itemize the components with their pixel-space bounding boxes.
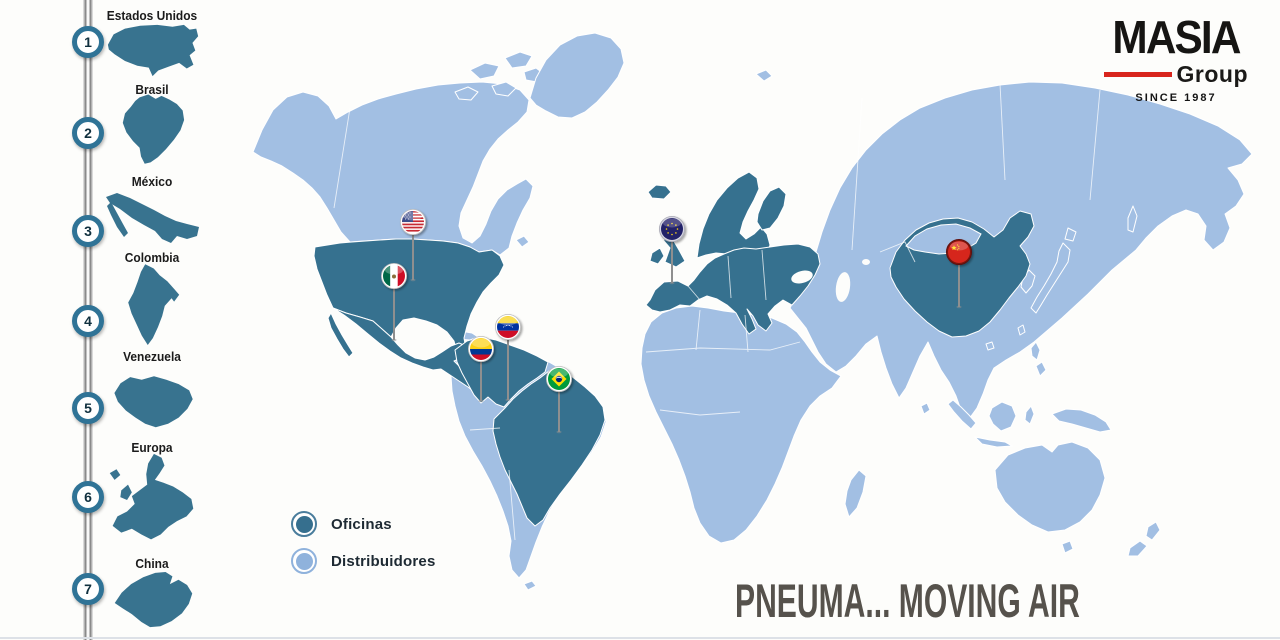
- mini-map-china: [114, 572, 193, 628]
- timeline-stop-3: 3: [72, 215, 104, 247]
- mini-map-colombia: [128, 264, 180, 345]
- flag-brasil-icon: [548, 368, 570, 390]
- timeline-stop-6: 6: [72, 481, 104, 513]
- sidebar-label-venezuela: Venezuela: [123, 349, 181, 364]
- region-europe-mainland: [645, 243, 821, 335]
- mini-map-estados-unidos: [107, 24, 199, 77]
- map-legend: Oficinas Distribuidores: [291, 511, 435, 585]
- pin-estados-unidos[interactable]: [399, 208, 427, 236]
- pin-sticks: [393, 234, 960, 432]
- flag-usa-icon: [402, 211, 424, 233]
- mini-map-europa: [109, 453, 194, 540]
- mini-map-mexico: [106, 193, 199, 243]
- stop-number: 7: [84, 581, 92, 597]
- pin-mexico[interactable]: [380, 262, 408, 290]
- map-pins: [380, 208, 973, 434]
- bottom-divider: [0, 637, 1280, 639]
- sidebar-label-europa: Europa: [131, 440, 173, 455]
- stop-number: 2: [84, 125, 92, 141]
- logo-group-text: Group: [1176, 60, 1248, 87]
- border-lines: [333, 83, 1101, 541]
- continent-africa: [640, 305, 842, 544]
- timeline-stop-7: 7: [72, 573, 104, 605]
- logo-red-line: [1104, 71, 1172, 77]
- flag-europa-icon: [661, 218, 683, 240]
- flag-venezuela-icon: [497, 316, 519, 338]
- sidebar-label-brasil: Brasil: [135, 82, 169, 97]
- masia-group-logo: MASIA Group SINCE 1987: [1104, 11, 1248, 104]
- stop-number: 1: [84, 34, 92, 50]
- logo-brand-text: MASIA: [1112, 11, 1241, 63]
- pin-venezuela[interactable]: [494, 313, 522, 341]
- stop-number: 4: [84, 313, 92, 329]
- country-japan: [1030, 242, 1071, 314]
- country-iceland: [647, 184, 672, 200]
- flag-mexico-icon: [383, 265, 405, 287]
- tagline: PNEUMA... MOVING AIR: [735, 574, 1080, 627]
- sidebar-label-colombia: Colombia: [124, 250, 180, 265]
- oficinas-marker-icon: [291, 511, 317, 537]
- pin-colombia[interactable]: [467, 335, 495, 363]
- country-madagascar: [844, 469, 867, 518]
- stop-number: 5: [84, 400, 92, 416]
- sidebar-label-china: China: [135, 556, 169, 571]
- legend-item-distribuidores: Distribuidores: [291, 548, 435, 574]
- logo-since-text: SINCE 1987: [1135, 91, 1217, 104]
- stop-number: 3: [84, 223, 92, 239]
- stop-number: 6: [84, 489, 92, 505]
- inland-seas: [791, 259, 870, 302]
- legend-label: Distribuidores: [331, 552, 436, 570]
- sidebar-label-estados-unidos: Estados Unidos: [106, 8, 198, 23]
- sidebar-label-mexico: México: [131, 174, 173, 189]
- country-australia: [994, 441, 1106, 533]
- legend-item-oficinas: Oficinas: [291, 511, 435, 537]
- timeline-stop-1: 1: [72, 26, 104, 58]
- flag-china-icon: [948, 241, 970, 263]
- timeline-stop-5: 5: [72, 392, 104, 424]
- mini-map-brasil: [122, 94, 185, 164]
- pin-europa[interactable]: [658, 215, 686, 243]
- timeline-stop-2: 2: [72, 117, 104, 149]
- flag-colombia-icon: [470, 338, 492, 360]
- pin-brasil[interactable]: [545, 365, 573, 393]
- mini-map-venezuela: [114, 376, 193, 428]
- distribuidores-marker-icon: [291, 548, 317, 574]
- pin-stick-ends: [391, 278, 962, 434]
- country-greenland: [529, 32, 625, 119]
- country-canada: [252, 81, 534, 256]
- pin-china[interactable]: [945, 238, 973, 266]
- timeline-stop-4: 4: [72, 305, 104, 337]
- legend-label: Oficinas: [331, 515, 392, 533]
